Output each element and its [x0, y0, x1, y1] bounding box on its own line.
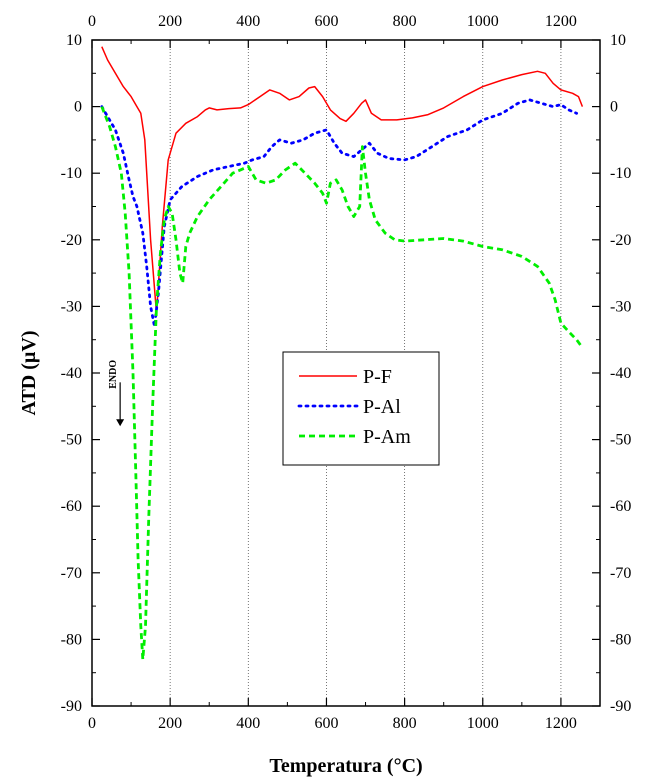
x-tick-label-bottom: 0 [88, 715, 96, 732]
y-tick-label-right: 10 [610, 32, 626, 49]
series-line-p-am [100, 106, 582, 661]
y-tick-label-left: 0 [74, 99, 82, 116]
endo-annotation: ENDO [108, 360, 125, 427]
endo-label: ENDO [108, 360, 119, 389]
y-tick-label-left: -50 [61, 432, 82, 449]
y-tick-label-right: -10 [610, 165, 631, 182]
legend-label-p-f: P-F [363, 366, 392, 388]
endo-arrow-head [116, 419, 125, 427]
y-tick-label-right: -60 [610, 498, 631, 515]
x-tick-label-top: 0 [88, 13, 96, 30]
y-tick-label-right: -80 [610, 631, 631, 648]
y-tick-label-left: -80 [61, 631, 82, 648]
x-tick-label-bottom: 200 [158, 715, 182, 732]
y-tick-label-left: -30 [61, 298, 82, 315]
y-tick-label-right: -40 [610, 365, 631, 382]
x-tick-label-top: 1200 [545, 13, 577, 30]
y-tick-label-left: -70 [61, 565, 82, 582]
y-tick-label-right: -70 [610, 565, 631, 582]
x-tick-label-bottom: 600 [314, 715, 338, 732]
x-tick-label-bottom: 800 [393, 715, 417, 732]
legend-label-p-al: P-Al [363, 396, 401, 418]
x-tick-label-bottom: 400 [236, 715, 260, 732]
x-tick-label-bottom: 1200 [545, 715, 577, 732]
legend: P-F P-Al P-Am [282, 351, 440, 466]
label-layer: 0020020040040060060080080010001000120012… [61, 13, 632, 732]
y-tick-label-left: -20 [61, 232, 82, 249]
x-axis-title: Temperatura (°C) [269, 755, 422, 777]
y-tick-label-right: -90 [610, 698, 631, 715]
series-layer [100, 46, 584, 661]
y-tick-label-left: -10 [61, 165, 82, 182]
series-line-p-al [100, 98, 578, 328]
y-tick-label-right: -50 [610, 432, 631, 449]
y-axis-title: ATD (µV) [18, 330, 40, 415]
x-tick-label-top: 800 [393, 13, 417, 30]
tick-layer [91, 39, 600, 707]
x-tick-label-top: 1000 [467, 13, 499, 30]
x-tick-label-bottom: 1000 [467, 715, 499, 732]
y-tick-label-right: 0 [610, 99, 618, 116]
series-line-p-f [101, 46, 584, 314]
legend-box [282, 351, 440, 466]
legend-label-p-am: P-Am [363, 426, 411, 448]
y-tick-label-left: -60 [61, 498, 82, 515]
legend-entries: P-F P-Al P-Am [297, 366, 411, 448]
y-tick-label-left: -40 [61, 365, 82, 382]
y-tick-label-right: -30 [610, 298, 631, 315]
x-tick-label-top: 600 [314, 13, 338, 30]
x-tick-label-top: 200 [158, 13, 182, 30]
y-tick-label-left: 10 [66, 32, 82, 49]
x-tick-label-top: 400 [236, 13, 260, 30]
y-tick-label-left: -90 [61, 698, 82, 715]
y-tick-label-right: -20 [610, 232, 631, 249]
